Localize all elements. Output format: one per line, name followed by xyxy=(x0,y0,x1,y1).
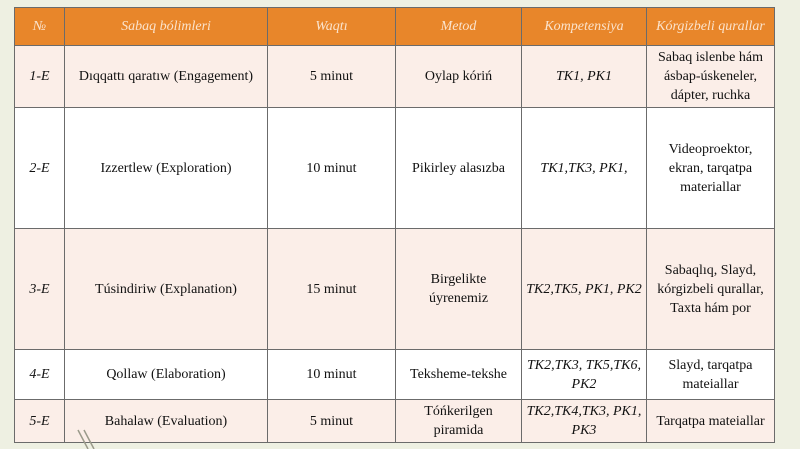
table-row: 1-E Dıqqattı qaratıw (Engagement) 5 minut O… xyxy=(14,45,775,108)
table-cell: TK2,TK4,TK3, PK1, PK3 xyxy=(521,399,647,443)
decoration xyxy=(77,429,95,449)
table-cell: 1-E xyxy=(14,45,65,108)
table-cell: Oylap kóriń xyxy=(395,45,522,108)
header-row: № Sabaq bólimleri Waqtı Metod Kompetensiya Kó… xyxy=(14,7,775,46)
table-cell: 4-E xyxy=(14,349,65,400)
table-cell: Izzertlew (Exploration) xyxy=(64,107,268,229)
header-cell: Waqtı xyxy=(267,7,396,46)
table-cell: 3-E xyxy=(14,228,65,350)
table-row: 5-E Bahalaw (Evaluation) 5 minut Tóńkerilge… xyxy=(14,399,775,443)
table-row: 2-E Izzertlew (Exploration) 10 minut Pikirl… xyxy=(14,107,775,229)
table-cell: 10 minut xyxy=(267,349,396,400)
table-cell: TK2,TK5, PK1, PK2 xyxy=(521,228,647,350)
table-cell: 5 minut xyxy=(267,45,396,108)
header-cell: Kompetensiya xyxy=(521,7,647,46)
table-cell: Túsindiriw (Explanation) xyxy=(64,228,268,350)
table-row: 3-E Túsindiriw (Explanation) 15 minut Birge… xyxy=(14,228,775,350)
header-cell: № xyxy=(14,7,65,46)
lesson-table: № Sabaq bólimleri Waqtı Metod Kompetensiya Kó… xyxy=(14,7,775,443)
table-cell: 2-E xyxy=(14,107,65,229)
table-row: 4-E Qollaw (Elaboration) 10 minut Teksheme-… xyxy=(14,349,775,400)
table-cell: TK2,TK3, TK5,TK6, PK2 xyxy=(521,349,647,400)
table-cell: Qollaw (Elaboration) xyxy=(64,349,268,400)
table-cell: Pikirley alasızba xyxy=(395,107,522,229)
table-cell: TK1,TK3, PK1, xyxy=(521,107,647,229)
header-cell: Metod xyxy=(395,7,522,46)
table-cell: Slayd, tarqatpa mateiallar xyxy=(646,349,775,400)
header-cell: Sabaq bólimleri xyxy=(64,7,268,46)
table-cell: Birgelikte úyrenemiz xyxy=(395,228,522,350)
table-cell: 5 minut xyxy=(267,399,396,443)
table-cell: Dıqqattı qaratıw (Engagement) xyxy=(64,45,268,108)
table-cell: Sabaq islenbe hám ásbap-úskeneler, dápte… xyxy=(646,45,775,108)
table-cell: Sabaqlıq, Slayd, kórgizbeli qurallar, Ta… xyxy=(646,228,775,350)
table-cell: Bahalaw (Evaluation) xyxy=(64,399,268,443)
table-cell: 10 minut xyxy=(267,107,396,229)
table-cell: Tarqatpa mateiallar xyxy=(646,399,775,443)
table-cell: 15 minut xyxy=(267,228,396,350)
table-cell: Teksheme-tekshe xyxy=(395,349,522,400)
table-cell: TK1, PK1 xyxy=(521,45,647,108)
table-cell: 5-E xyxy=(14,399,65,443)
header-cell: Kórgizbeli qurallar xyxy=(646,7,775,46)
table-cell: Tóńkerilgen piramida xyxy=(395,399,522,443)
table-body: 1-E Dıqqattı qaratıw (Engagement) 5 minut O… xyxy=(14,45,775,443)
table-cell: Videoproektor, ekran, tarqatpa materiall… xyxy=(646,107,775,229)
